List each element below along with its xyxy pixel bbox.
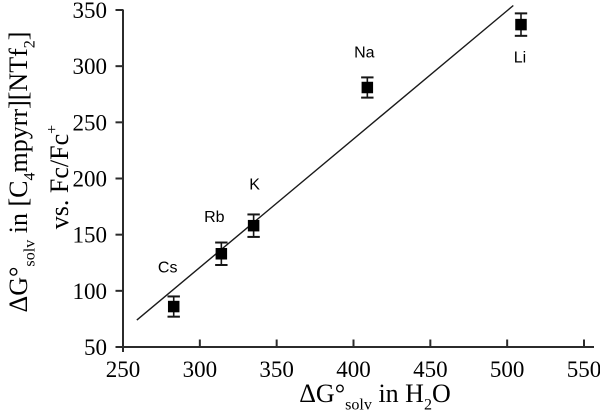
x-tick-label: 500 (490, 357, 525, 382)
data-point-Na (361, 81, 374, 94)
data-point-Rb (215, 248, 228, 260)
y-tick-label: 100 (73, 279, 108, 304)
x-axis-title: ΔG°solv in H2O (299, 379, 451, 413)
y-tick-label: 350 (73, 0, 108, 23)
data-point-Cs (167, 300, 180, 313)
y-tick-label: 250 (73, 110, 108, 135)
point-label-Na: Na (354, 45, 375, 62)
y-axis-title-line1: ΔG°solv in [C4mpyrr][NTf2] (4, 32, 38, 313)
point-label-Cs: Cs (158, 260, 178, 277)
y-tick-label: 150 (73, 223, 108, 248)
point-label-Rb: Rb (204, 209, 225, 226)
y-tick-label: 200 (73, 167, 108, 192)
x-tick-label: 300 (183, 357, 218, 382)
x-tick-label: 550 (567, 357, 600, 382)
point-label-Li: Li (514, 50, 526, 67)
x-tick-label: 250 (106, 357, 141, 382)
y-tick-label: 300 (73, 54, 108, 79)
x-tick-label: 450 (413, 357, 448, 382)
fit-line (136, 4, 514, 321)
data-point-K (247, 219, 260, 232)
y-tick-label: 50 (84, 335, 107, 360)
y-axis-title-line2: vs. Fc/Fc+ (44, 125, 74, 229)
x-tick-label: 400 (336, 357, 371, 382)
data-point-Li (515, 18, 527, 31)
point-label-K: K (249, 177, 260, 194)
x-tick-label: 350 (259, 357, 294, 382)
